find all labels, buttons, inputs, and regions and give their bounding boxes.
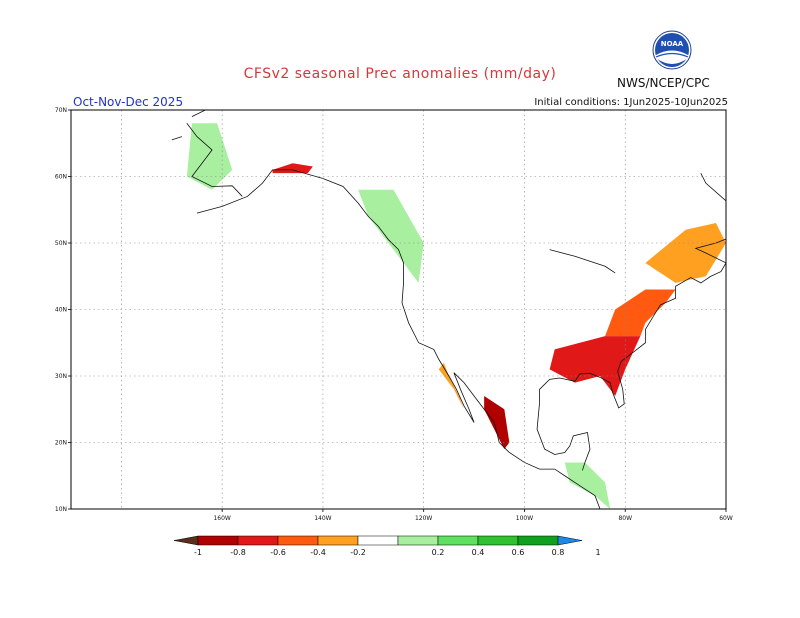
coastline: [539, 172, 726, 409]
colorbar-label: -1: [194, 548, 202, 557]
colorbar-segment: [437, 535, 479, 546]
noaa-logo-text: NOAA: [661, 40, 684, 48]
coastline: [549, 249, 616, 274]
coastline: [536, 402, 591, 471]
anomaly-shading: [186, 123, 726, 509]
colorbar-label: -0.6: [270, 548, 286, 557]
colorbar-label: -0.2: [350, 548, 366, 557]
lat-tick-label: 70N: [55, 107, 67, 114]
lon-tick-label: 60W: [719, 515, 733, 522]
lon-tick-label: 140W: [314, 515, 331, 522]
lat-tick-label: 10N: [55, 506, 67, 513]
colorbar-segment: [477, 535, 519, 546]
anomaly-region: [564, 462, 611, 509]
coastline: [191, 110, 298, 118]
anomaly-region: [549, 336, 641, 396]
anomaly-region: [358, 189, 424, 283]
colorbar-low-arrow: [173, 535, 199, 546]
colorbar-segment: [317, 535, 359, 546]
colorbar-label: 1: [595, 548, 600, 557]
lon-tick-label: 120W: [415, 515, 432, 522]
colorbar-label: 0.2: [432, 548, 445, 557]
colorbar-segment: [517, 535, 559, 546]
lat-tick-label: 30N: [55, 373, 67, 380]
agency-label: NWS/NCEP/CPC: [617, 76, 710, 90]
colorbar-segment: [197, 535, 239, 546]
colorbar-label: 0.8: [552, 548, 565, 557]
map-title: CFSv2 seasonal Prec anomalies (mm/day): [243, 66, 557, 82]
anomaly-region: [438, 362, 464, 410]
lat-tick-label: 40N: [55, 307, 67, 314]
colorbar-segment: [277, 535, 319, 546]
anomaly-region: [484, 395, 510, 450]
colorbar: -1 -0.8 -0.6 -0.4 -0.2 0.2 0.4 0.6 0.8 1: [173, 535, 601, 557]
anomaly-region: [605, 289, 676, 337]
lon-tick-label: 100W: [516, 515, 533, 522]
anomaly-region: [645, 223, 726, 283]
lon-tick-label: 160W: [213, 515, 230, 522]
colorbar-label: 0.4: [472, 548, 485, 557]
colorbar-segment: [397, 535, 439, 546]
graticule: [71, 110, 726, 509]
coastline: [186, 123, 243, 197]
anomaly-region: [272, 163, 313, 174]
colorbar-label: 0.6: [512, 548, 525, 557]
lat-tick-label: 20N: [55, 440, 67, 447]
colorbar-high-arrow: [557, 535, 583, 546]
colorbar-label: -0.8: [230, 548, 246, 557]
colorbar-segment: [357, 535, 399, 546]
anomaly-region: [186, 123, 233, 190]
lon-tick-label: 80W: [618, 515, 632, 522]
coastline: [196, 169, 601, 509]
colorbar-label: -0.4: [310, 548, 326, 557]
lat-tick-label: 60N: [55, 174, 67, 181]
coastlines: [171, 110, 726, 509]
coastline: [171, 136, 182, 141]
lat-tick-label: 50N: [55, 240, 67, 247]
longitude-labels: 160W 140W 120W 100W 80W 60W: [213, 509, 733, 522]
latitude-labels: 70N 60N 50N 40N 30N 20N 10N: [55, 107, 71, 513]
noaa-logo-icon: NOAA: [652, 30, 692, 70]
colorbar-segment: [237, 535, 279, 546]
season-label: Oct-Nov-Dec 2025: [73, 95, 184, 109]
initial-conditions-label: Initial conditions: 1Jun2025-10Jun2025: [534, 97, 728, 108]
